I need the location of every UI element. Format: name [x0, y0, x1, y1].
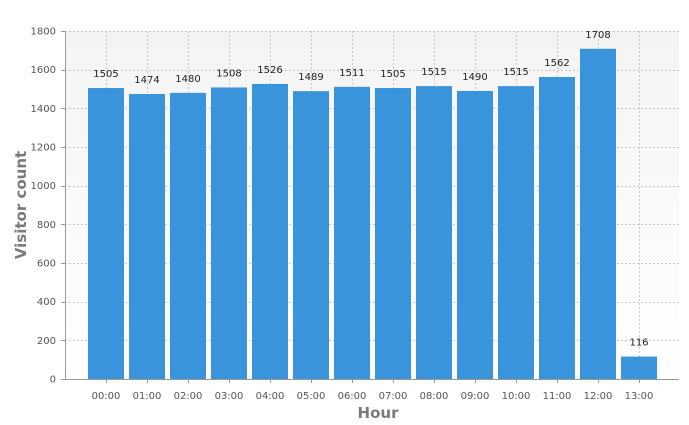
x-tick-label: 09:00: [461, 391, 490, 402]
x-tick-label: 13:00: [625, 391, 654, 402]
bar-10:00[interactable]: [498, 86, 534, 379]
bar-value-label: 1562: [544, 58, 569, 69]
x-tick-label: 05:00: [297, 391, 326, 402]
y-tick-label: 0: [50, 375, 56, 386]
y-axis-ticks: 0 200 400 600 800 1000 1200 1400 1600 1800: [31, 27, 65, 386]
y-tick-label: 1800: [31, 27, 56, 38]
bar-value-label: 1505: [93, 69, 118, 80]
bar-value-label: 1508: [216, 68, 241, 79]
bar-value-label: 1489: [298, 72, 323, 83]
y-axis-title: Visitor count: [12, 151, 30, 259]
x-tick-label: 10:00: [502, 391, 531, 402]
x-tick-label: 06:00: [338, 391, 367, 402]
bar-08:00[interactable]: [416, 86, 452, 379]
bar-value-label: 1511: [339, 68, 364, 79]
y-tick-label: 1600: [31, 65, 56, 76]
bars: [88, 48, 657, 380]
axes: [65, 31, 679, 380]
bar-value-label: 1708: [585, 30, 610, 41]
bar-05:00[interactable]: [293, 91, 329, 380]
x-axis-ticks: 00:00 01:00 02:00 03:00 04:00 05:00 06:00 07:00…: [92, 379, 654, 402]
y-tick-label: 1400: [31, 104, 56, 115]
bar-value-label: 1480: [175, 74, 200, 85]
bar-13:00[interactable]: [621, 356, 657, 379]
bar-06:00[interactable]: [334, 86, 370, 379]
bar-02:00[interactable]: [170, 92, 206, 379]
x-tick-label: 04:00: [256, 391, 285, 402]
y-tick-label: 600: [37, 259, 56, 270]
bar-value-label: 1526: [257, 65, 282, 76]
x-tick-label: 11:00: [543, 391, 572, 402]
bar-value-label: 1515: [421, 67, 446, 78]
x-tick-label: 03:00: [215, 391, 244, 402]
bar-11:00[interactable]: [539, 77, 575, 379]
x-tick-label: 01:00: [133, 391, 162, 402]
bar-00:00[interactable]: [88, 88, 124, 380]
bar-03:00[interactable]: [211, 87, 247, 379]
bar-value-label: 1490: [462, 72, 487, 83]
x-axis-title: Hour: [358, 404, 400, 422]
plot-area: [65, 31, 679, 379]
x-tick-label: 08:00: [420, 391, 449, 402]
bar-value-label: 1474: [134, 75, 159, 86]
x-tick-label: 02:00: [174, 391, 203, 402]
bar-04:00[interactable]: [252, 83, 288, 380]
y-tick-label: 400: [37, 297, 56, 308]
x-tick-label: 07:00: [379, 391, 408, 402]
y-tick-label: 1200: [31, 143, 56, 154]
bar-value-label: 1515: [503, 67, 528, 78]
bar-12:00[interactable]: [580, 48, 616, 379]
bar-07:00[interactable]: [375, 88, 411, 380]
y-tick-label: 1000: [31, 181, 56, 192]
bar-value-label: 116: [629, 338, 648, 349]
x-tick-label: 00:00: [92, 391, 121, 402]
bar-09:00[interactable]: [457, 90, 493, 379]
y-tick-label: 200: [37, 336, 56, 347]
y-tick-label: 800: [37, 220, 56, 231]
data-labels: 1505 1474 1480 1508 1526 1489 1511 1505 1515 1490…: [93, 30, 648, 349]
x-tick-label: 12:00: [584, 391, 613, 402]
bar-value-label: 1505: [380, 69, 405, 80]
bar-01:00[interactable]: [129, 94, 165, 379]
